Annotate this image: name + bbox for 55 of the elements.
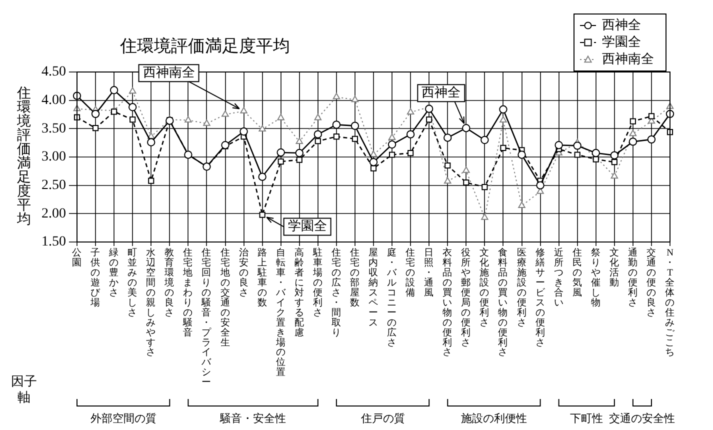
y-tick-label: 3.00	[42, 150, 66, 165]
category-label: 水辺空間の親しみやすさ	[146, 248, 156, 358]
legend-label: 西神南全	[602, 50, 654, 66]
annotation: 西神全	[422, 84, 461, 100]
y-tick-label: 4.50	[42, 64, 66, 80]
y-tick-label: 3.50	[42, 121, 66, 136]
x-tick-label: 治安の良さ	[238, 246, 249, 298]
x-tick-label: 住宅の設備	[406, 247, 416, 298]
x-tick-label: 近所つき合い	[554, 246, 564, 308]
x-tick-label: 公園	[72, 246, 82, 268]
category-label: 修繕サービスの便利さ	[535, 248, 546, 348]
text: 騒音・安全性	[219, 412, 286, 425]
x-tick-label: 交通の便の良さ	[646, 246, 656, 318]
legend-label: 西神全	[602, 16, 641, 32]
x-tick-label: 教育環境の良さ	[164, 247, 175, 318]
legend-label: 学園全	[602, 34, 641, 49]
x-tick-label: 文化活動	[609, 246, 620, 288]
x-tick-label: 医療施設の便利さ	[516, 247, 527, 328]
text: 住環境評価満足度平均	[17, 86, 31, 228]
category-label: 住宅地の交通の安全生	[220, 248, 230, 348]
category-label: 庭・バルコニーの広さ	[387, 248, 398, 348]
x-tick-label: 路上駐車の数	[256, 246, 268, 308]
y-tick-label: 2.00	[42, 206, 66, 222]
chart-title: 住環境評価満足度平均	[119, 36, 290, 56]
category-label: 自転車・バイク置き場の位置	[276, 248, 286, 378]
x-tick-label: 文化施設の便利さ	[480, 246, 490, 328]
category-label: 住宅地まわりの騒音	[183, 248, 194, 338]
text: 外部空間の質	[90, 412, 156, 425]
category-label: N・T全体の住みごこち	[665, 248, 675, 358]
x-tick-label: 子供の遊び場	[90, 247, 102, 308]
category-label: 住宅の広さ・間取り	[331, 248, 342, 338]
category-label: 役所や郵便局の便利さ	[461, 248, 472, 348]
x-tick-label: 緑の豊かさ	[108, 247, 120, 298]
category-label: 食料品の買い物の便利さ	[498, 248, 508, 358]
x-tick-label: 町並みの美しさ	[128, 247, 138, 318]
text: 交通の安全性	[609, 412, 676, 425]
x-tick-label: 屋内収納スペース	[368, 247, 378, 328]
x-tick-label: 住宅の部屋数	[350, 247, 360, 308]
annotation: 学園全	[288, 218, 327, 234]
x-tick-label: 住民の気風	[572, 247, 582, 298]
category-label: 高齢者に対する配慮	[294, 248, 304, 338]
annotation: 西神南全	[142, 64, 195, 80]
x-tick-label: 祭りや催し物	[590, 246, 601, 308]
category-label: 住宅回りの騒音・プライバシー	[202, 248, 212, 388]
x-tick-label: 日照・通風	[424, 247, 434, 298]
text: 因子軸	[11, 373, 37, 404]
text: 施設の利便性	[460, 412, 527, 425]
y-tick-label: 1.50	[42, 234, 66, 250]
y-tick-label: 2.50	[42, 178, 66, 194]
category-label: 衣料品の買い物の便利さ	[442, 248, 453, 358]
text: 下町性	[570, 412, 604, 425]
y-tick-label: 4.00	[42, 93, 66, 108]
x-tick-label: 通勤の便利さ	[628, 246, 638, 308]
x-tick-label: 駐車場の便利さ	[312, 246, 323, 318]
text: 住戸の質	[360, 412, 405, 425]
